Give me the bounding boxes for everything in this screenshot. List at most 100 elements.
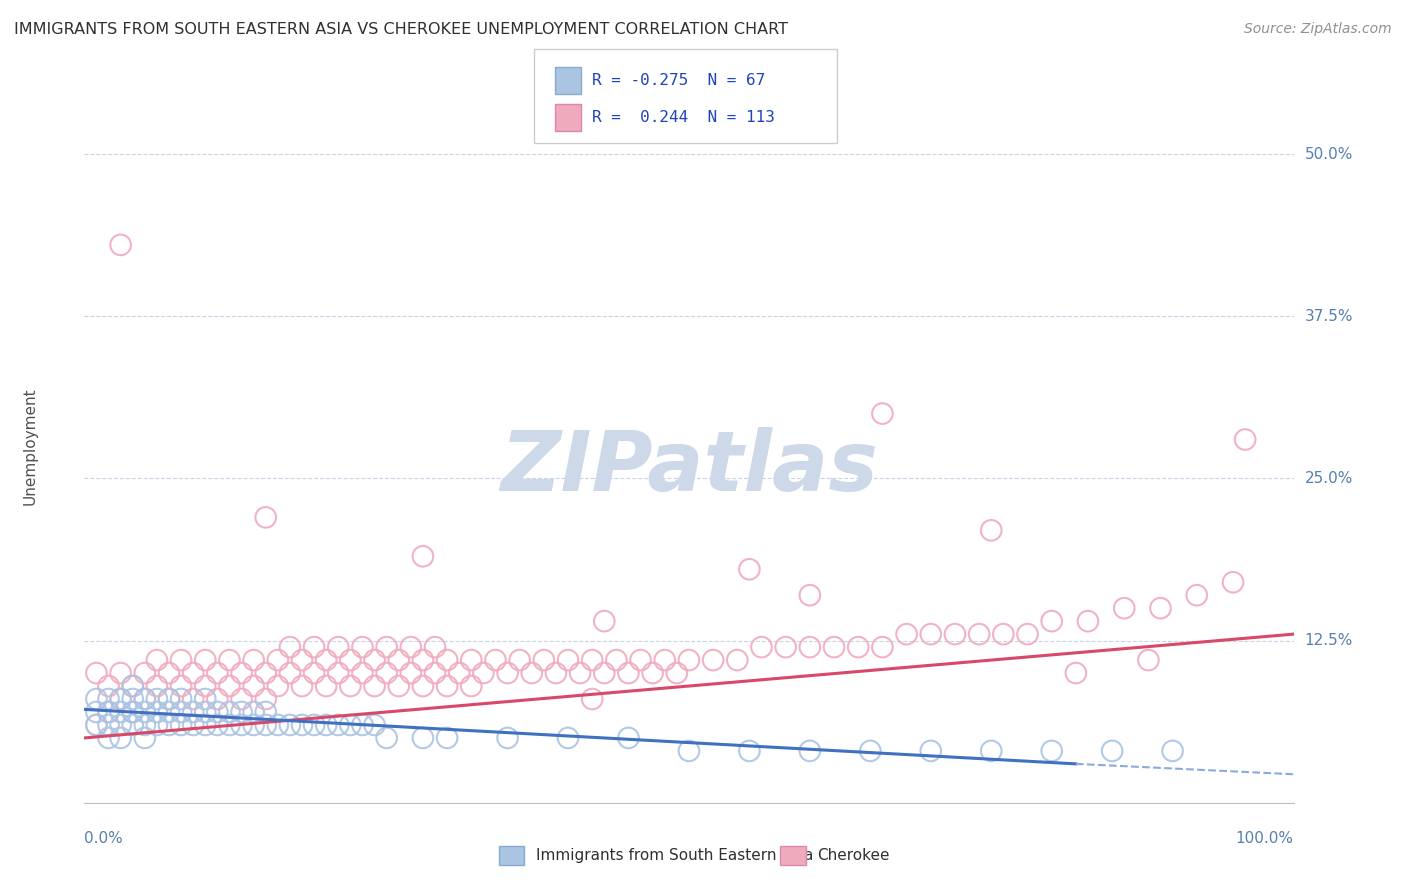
Point bbox=[896, 627, 918, 641]
Point bbox=[170, 705, 193, 719]
Point bbox=[352, 666, 374, 681]
Point bbox=[146, 705, 169, 719]
Point bbox=[146, 679, 169, 693]
Text: Cherokee: Cherokee bbox=[817, 848, 890, 863]
Point bbox=[207, 666, 229, 681]
Point bbox=[97, 705, 120, 719]
Point bbox=[157, 705, 180, 719]
Point bbox=[194, 718, 217, 732]
Point bbox=[267, 718, 290, 732]
Point bbox=[678, 744, 700, 758]
Point bbox=[339, 653, 361, 667]
Point bbox=[725, 653, 748, 667]
Point bbox=[399, 666, 422, 681]
Point bbox=[593, 666, 616, 681]
Point bbox=[859, 744, 882, 758]
Point bbox=[97, 692, 120, 706]
Point bbox=[665, 666, 688, 681]
Point bbox=[134, 666, 156, 681]
Point bbox=[993, 627, 1015, 641]
Point bbox=[375, 731, 398, 745]
Point bbox=[110, 692, 132, 706]
Point bbox=[254, 718, 277, 732]
Point bbox=[412, 679, 434, 693]
Point bbox=[363, 718, 385, 732]
Point bbox=[436, 679, 458, 693]
Point bbox=[496, 666, 519, 681]
Point bbox=[352, 640, 374, 654]
Point bbox=[170, 718, 193, 732]
Point bbox=[134, 692, 156, 706]
Point bbox=[315, 653, 337, 667]
Point bbox=[207, 718, 229, 732]
Point bbox=[569, 666, 592, 681]
Point bbox=[242, 705, 264, 719]
Point bbox=[110, 692, 132, 706]
Point bbox=[194, 653, 217, 667]
Point bbox=[278, 718, 301, 732]
Point bbox=[328, 666, 350, 681]
Point bbox=[399, 640, 422, 654]
Point bbox=[1040, 744, 1063, 758]
Point bbox=[557, 731, 579, 745]
Text: 37.5%: 37.5% bbox=[1305, 309, 1353, 324]
Point bbox=[207, 705, 229, 719]
Point bbox=[630, 653, 652, 667]
Point bbox=[218, 679, 240, 693]
Point bbox=[533, 653, 555, 667]
Point bbox=[121, 692, 143, 706]
Point bbox=[86, 705, 108, 719]
Point bbox=[328, 718, 350, 732]
Point bbox=[593, 614, 616, 628]
Point bbox=[121, 679, 143, 693]
Point bbox=[291, 653, 314, 667]
Point bbox=[302, 718, 325, 732]
Point bbox=[581, 692, 603, 706]
Point bbox=[267, 679, 290, 693]
Point bbox=[872, 407, 894, 421]
Point bbox=[1234, 433, 1257, 447]
Point bbox=[943, 627, 966, 641]
Point bbox=[97, 731, 120, 745]
Point bbox=[134, 731, 156, 745]
Point bbox=[194, 679, 217, 693]
Point bbox=[207, 692, 229, 706]
Point bbox=[110, 238, 132, 252]
Point bbox=[110, 666, 132, 681]
Point bbox=[1077, 614, 1099, 628]
Point bbox=[194, 692, 217, 706]
Point bbox=[218, 718, 240, 732]
Point bbox=[121, 679, 143, 693]
Point bbox=[181, 718, 204, 732]
Text: 12.5%: 12.5% bbox=[1305, 633, 1353, 648]
Point bbox=[375, 640, 398, 654]
Point bbox=[775, 640, 797, 654]
Point bbox=[872, 640, 894, 654]
Point bbox=[799, 640, 821, 654]
Point bbox=[388, 653, 411, 667]
Text: R =  0.244  N = 113: R = 0.244 N = 113 bbox=[592, 111, 775, 125]
Point bbox=[799, 588, 821, 602]
Point bbox=[181, 705, 204, 719]
Point bbox=[678, 653, 700, 667]
Text: 100.0%: 100.0% bbox=[1236, 831, 1294, 847]
Point bbox=[86, 718, 108, 732]
Point bbox=[1161, 744, 1184, 758]
Point bbox=[846, 640, 869, 654]
Point bbox=[302, 640, 325, 654]
Point bbox=[146, 718, 169, 732]
Point bbox=[1137, 653, 1160, 667]
Point bbox=[315, 718, 337, 732]
Point bbox=[751, 640, 773, 654]
Point bbox=[1222, 575, 1244, 590]
Point bbox=[520, 666, 543, 681]
Point bbox=[157, 718, 180, 732]
Point bbox=[86, 692, 108, 706]
Point bbox=[97, 679, 120, 693]
Point bbox=[146, 692, 169, 706]
Point bbox=[291, 718, 314, 732]
Text: Source: ZipAtlas.com: Source: ZipAtlas.com bbox=[1244, 22, 1392, 37]
Point bbox=[254, 705, 277, 719]
Point bbox=[170, 692, 193, 706]
Point bbox=[110, 705, 132, 719]
